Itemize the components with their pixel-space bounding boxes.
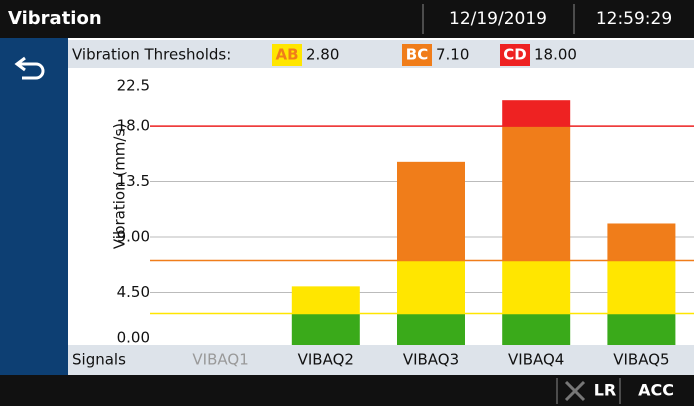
date: 12/19/2019	[449, 9, 547, 29]
back-button[interactable]	[14, 56, 45, 80]
mode: LR	[594, 381, 617, 400]
threshold-badge	[272, 44, 302, 66]
bar-segment	[502, 260, 571, 314]
threshold-badge	[402, 44, 432, 66]
bar-segment	[291, 313, 360, 348]
x-axis-label: Signals	[72, 351, 126, 369]
bar-segment	[397, 260, 465, 314]
signals-bar	[68, 345, 694, 375]
bar-segment	[502, 313, 571, 348]
top-bar	[0, 0, 694, 38]
bar-segment	[502, 126, 571, 261]
y-tick-label: 22.5	[117, 77, 150, 95]
x-tick-label: VIBAQ3	[403, 351, 459, 369]
y-axis-label: Vibration (mm/s)	[111, 123, 129, 249]
x-tick-label: VIBAQ2	[298, 351, 354, 369]
threshold-name: BC	[406, 46, 428, 64]
source: ACC	[638, 381, 674, 400]
threshold-name: CD	[503, 46, 526, 64]
x-tick-label: VIBAQ1	[192, 351, 248, 369]
y-tick-label: 13.5	[117, 172, 150, 190]
bar-segment	[397, 161, 465, 261]
back-icon[interactable]	[14, 56, 45, 80]
screen-title: Vibration	[8, 8, 102, 29]
x-tick-label: VIBAQ4	[508, 351, 564, 369]
thresholds-label: Vibration Thresholds:	[72, 46, 231, 64]
time: 12:59:29	[596, 9, 672, 29]
threshold-value: 2.80	[306, 46, 339, 64]
tool-icon	[564, 380, 586, 402]
x-tick-label: VIBAQ5	[613, 351, 669, 369]
bar-segment	[397, 313, 465, 348]
bar-segment	[607, 313, 676, 348]
bar-segment	[291, 286, 360, 314]
bar-segment	[607, 260, 676, 314]
y-tick-label: 4.50	[117, 283, 150, 301]
bar-segment	[502, 100, 571, 127]
y-tick-label: 18.0	[117, 117, 150, 135]
threshold-value: 18.00	[534, 46, 577, 64]
threshold-name: AB	[275, 46, 298, 64]
bar-segment	[607, 223, 676, 261]
y-tick-label: 0.00	[117, 329, 150, 347]
threshold-value: 7.10	[436, 46, 469, 64]
sidebar	[0, 38, 68, 375]
y-tick-label: 9.00	[117, 228, 150, 246]
thresholds-bar	[68, 40, 694, 68]
bottom-bar	[0, 375, 694, 406]
threshold-badge	[500, 44, 530, 66]
